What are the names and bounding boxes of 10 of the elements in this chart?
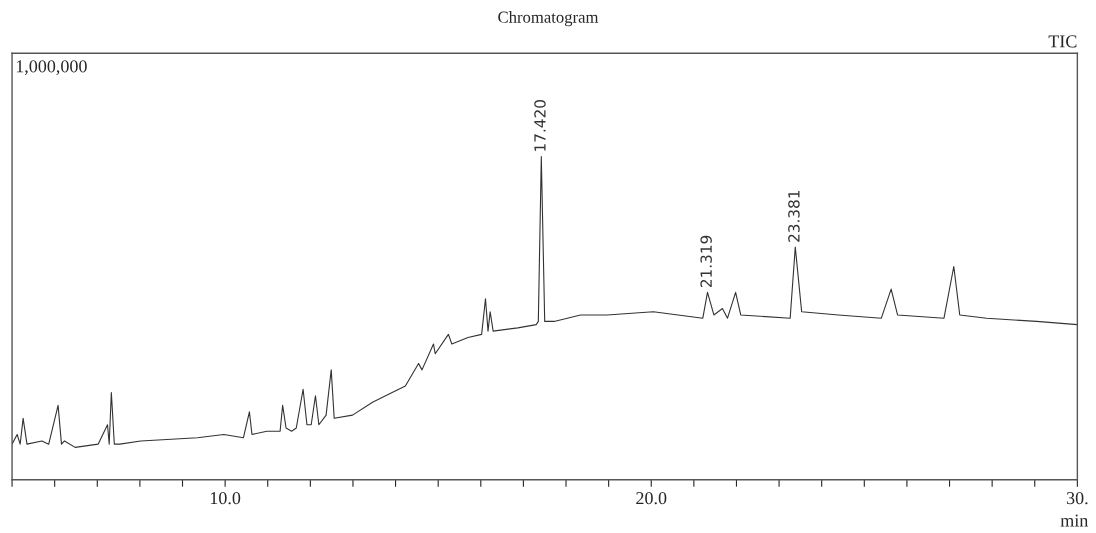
x-tick-label: 30. [1066, 492, 1088, 505]
x-tick-label: 10.0 [210, 492, 241, 505]
annotation: 21.319 [700, 235, 712, 288]
text: TIC [1048, 35, 1077, 48]
text: 1,000,000 [16, 60, 87, 75]
chart-title: Chromatogram [498, 11, 599, 27]
x-axis-title: min [1060, 514, 1089, 527]
annotation: 17.420 [534, 100, 546, 151]
annotation: 23.381 [788, 190, 800, 242]
x-tick-label: 20.0 [636, 492, 667, 505]
